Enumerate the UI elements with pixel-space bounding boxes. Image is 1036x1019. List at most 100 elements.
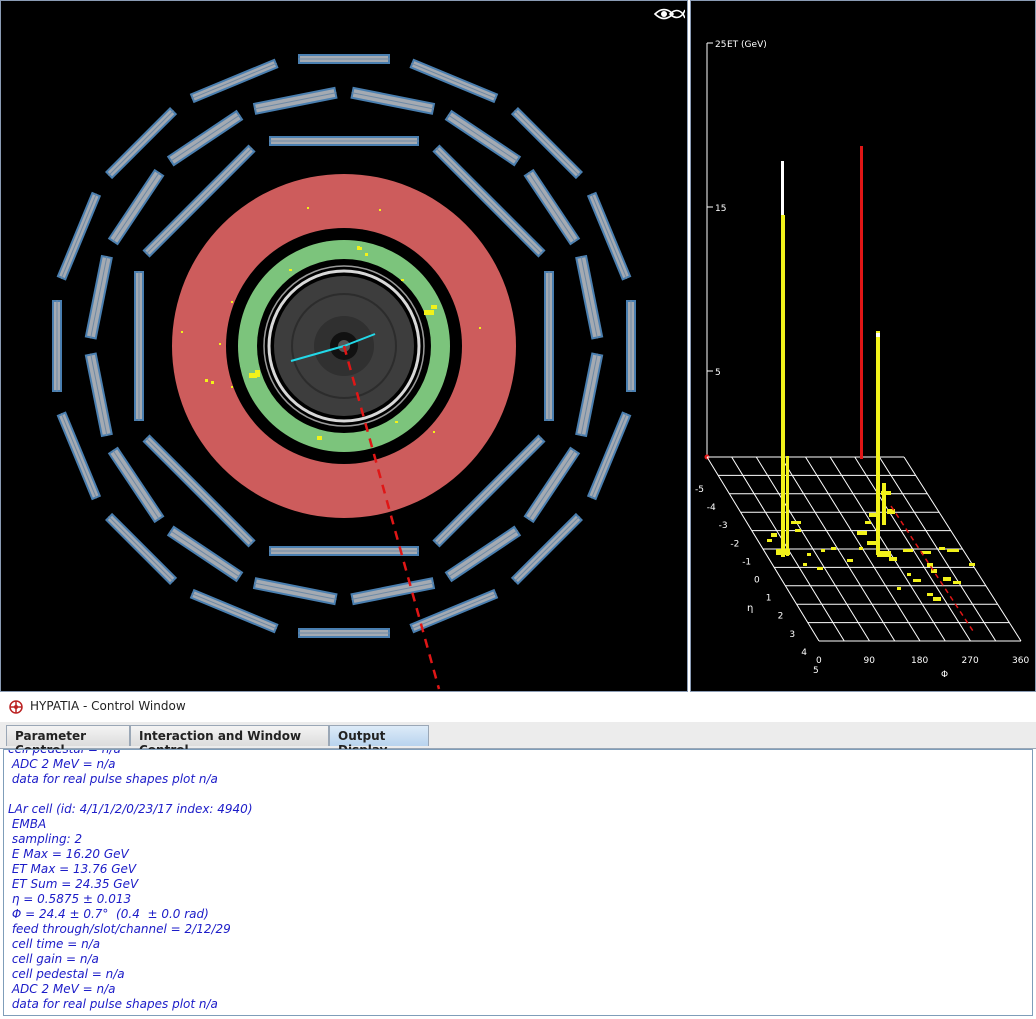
calorimeter-hit bbox=[431, 305, 437, 309]
output-line: η = 0.5875 ± 0.013 bbox=[8, 892, 132, 906]
energy-deposit bbox=[903, 549, 913, 552]
energy-deposit bbox=[831, 547, 836, 550]
output-display-panel[interactable]: cell pedestal = n/a ADC 2 MeV = n/a data… bbox=[3, 749, 1033, 1016]
event-display-xy-view[interactable] bbox=[0, 0, 688, 692]
muon-chamber bbox=[84, 254, 113, 340]
phi-axis-label: Φ bbox=[941, 670, 948, 680]
energy-deposit bbox=[947, 549, 959, 552]
eta-tick-label: 5 bbox=[813, 666, 819, 676]
eta-tick-label: 3 bbox=[789, 630, 795, 640]
energy-deposit bbox=[933, 597, 941, 601]
energy-tower-peak bbox=[876, 331, 880, 555]
eta-tick-label: -5 bbox=[695, 485, 704, 495]
energy-deposit bbox=[969, 563, 975, 566]
energy-deposit bbox=[927, 593, 933, 596]
energy-deposit bbox=[931, 569, 937, 573]
energy-deposit bbox=[869, 513, 877, 517]
calorimeter-hit bbox=[307, 207, 309, 209]
muon-chamber bbox=[432, 434, 546, 548]
muon-chamber bbox=[510, 106, 584, 180]
calorimeter-hit bbox=[479, 327, 481, 329]
muon-chamber bbox=[166, 109, 244, 167]
tab-output-display[interactable]: Output Display bbox=[329, 725, 429, 757]
muon-chamber bbox=[104, 106, 178, 180]
phi-tick-label: 180 bbox=[911, 656, 928, 666]
muon-chamber bbox=[444, 109, 522, 167]
eye-fish-icon[interactable] bbox=[653, 5, 685, 23]
calorimeter-hit bbox=[205, 379, 208, 382]
energy-deposit bbox=[817, 567, 823, 570]
energy-tower-peak bbox=[781, 215, 785, 557]
muon-chamber bbox=[166, 525, 244, 583]
output-line bbox=[8, 787, 253, 802]
muon-chamber bbox=[350, 86, 436, 115]
track[interactable] bbox=[290, 345, 345, 362]
eta-tick-label: -3 bbox=[719, 521, 728, 531]
lego-plot-view[interactable]: 25 ET (GeV) 15 5 -5 -4 -3 -2 -1 0 1 2 3 4 5 0 90 180… bbox=[690, 0, 1036, 692]
output-line: cell pedestal = n/a bbox=[8, 967, 125, 981]
calorimeter-hit bbox=[231, 301, 233, 303]
z-axis-label: ET (GeV) bbox=[727, 40, 767, 50]
energy-tower bbox=[882, 483, 886, 525]
missing-et-line bbox=[890, 505, 974, 632]
muon-chamber bbox=[252, 86, 338, 115]
calorimeter-hit bbox=[249, 373, 257, 378]
muon-chamber bbox=[544, 271, 554, 421]
output-line: cell pedestal = n/a bbox=[8, 749, 121, 756]
calorimeter-hit bbox=[255, 370, 260, 377]
energy-deposit bbox=[913, 579, 921, 582]
tab-bar: Parameter Control Interaction and Window… bbox=[0, 722, 1036, 757]
energy-towers bbox=[767, 491, 975, 601]
missing-et-line[interactable] bbox=[342, 345, 441, 690]
title-bar: HYPATIA - Control Window bbox=[0, 692, 1036, 722]
hypatia-logo-icon bbox=[9, 700, 23, 714]
eta-tick-label: 4 bbox=[801, 648, 807, 658]
eta-tick-label: 1 bbox=[766, 594, 772, 604]
muon-chamber bbox=[252, 577, 338, 606]
tower-cap bbox=[781, 161, 784, 219]
muon-chamber bbox=[269, 546, 419, 556]
output-line: ET Max = 13.76 GeV bbox=[8, 862, 137, 876]
energy-deposit bbox=[887, 509, 895, 514]
calorimeter-hit bbox=[379, 209, 381, 211]
muon-chamber bbox=[84, 352, 113, 438]
energy-deposit bbox=[803, 563, 807, 566]
phi-tick-label: 270 bbox=[962, 656, 979, 666]
eta-tick-label: -4 bbox=[707, 503, 716, 513]
calorimeter-hit bbox=[317, 436, 322, 440]
energy-deposit bbox=[771, 533, 777, 537]
output-line: sampling: 2 bbox=[8, 832, 83, 846]
z-tick-label: 25 bbox=[715, 40, 726, 50]
calorimeter-hit bbox=[433, 431, 435, 433]
energy-deposit bbox=[795, 529, 801, 532]
muon-chamber bbox=[107, 168, 165, 246]
solenoid bbox=[267, 269, 421, 423]
output-line: feed through/slot/channel = 2/12/29 bbox=[8, 922, 231, 936]
tab-interaction-window-control[interactable]: Interaction and Window Control bbox=[130, 725, 329, 757]
eta-tick-label: -1 bbox=[742, 557, 751, 567]
muon-chamber bbox=[575, 254, 604, 340]
energy-deposit bbox=[897, 587, 901, 590]
eta-tick-label: 0 bbox=[754, 576, 760, 586]
muon-chamber bbox=[510, 512, 584, 586]
z-tick-label: 15 bbox=[715, 204, 726, 214]
phi-tick-label: 0 bbox=[816, 656, 822, 666]
energy-deposit bbox=[867, 541, 877, 545]
energy-tower bbox=[786, 456, 789, 556]
muon-chamber bbox=[134, 271, 144, 421]
muon-chamber bbox=[142, 144, 256, 258]
energy-deposit bbox=[865, 521, 871, 524]
output-line: ADC 2 MeV = n/a bbox=[8, 982, 116, 996]
phi-tick-labels: 0 90 180 270 360 bbox=[816, 656, 1029, 666]
calorimeter-hit bbox=[289, 269, 292, 271]
energy-deposit bbox=[847, 559, 853, 562]
calorimeter-hit bbox=[231, 386, 233, 388]
phi-tick-label: 90 bbox=[864, 656, 876, 666]
output-line: Φ = 24.4 ± 0.7° (0.4 ± 0.0 rad) bbox=[8, 907, 209, 921]
muon-chamber bbox=[56, 191, 102, 281]
tab-parameter-control[interactable]: Parameter Control bbox=[6, 725, 130, 757]
muon-chamber bbox=[52, 300, 62, 392]
energy-deposit bbox=[907, 573, 911, 576]
track[interactable] bbox=[343, 333, 376, 347]
